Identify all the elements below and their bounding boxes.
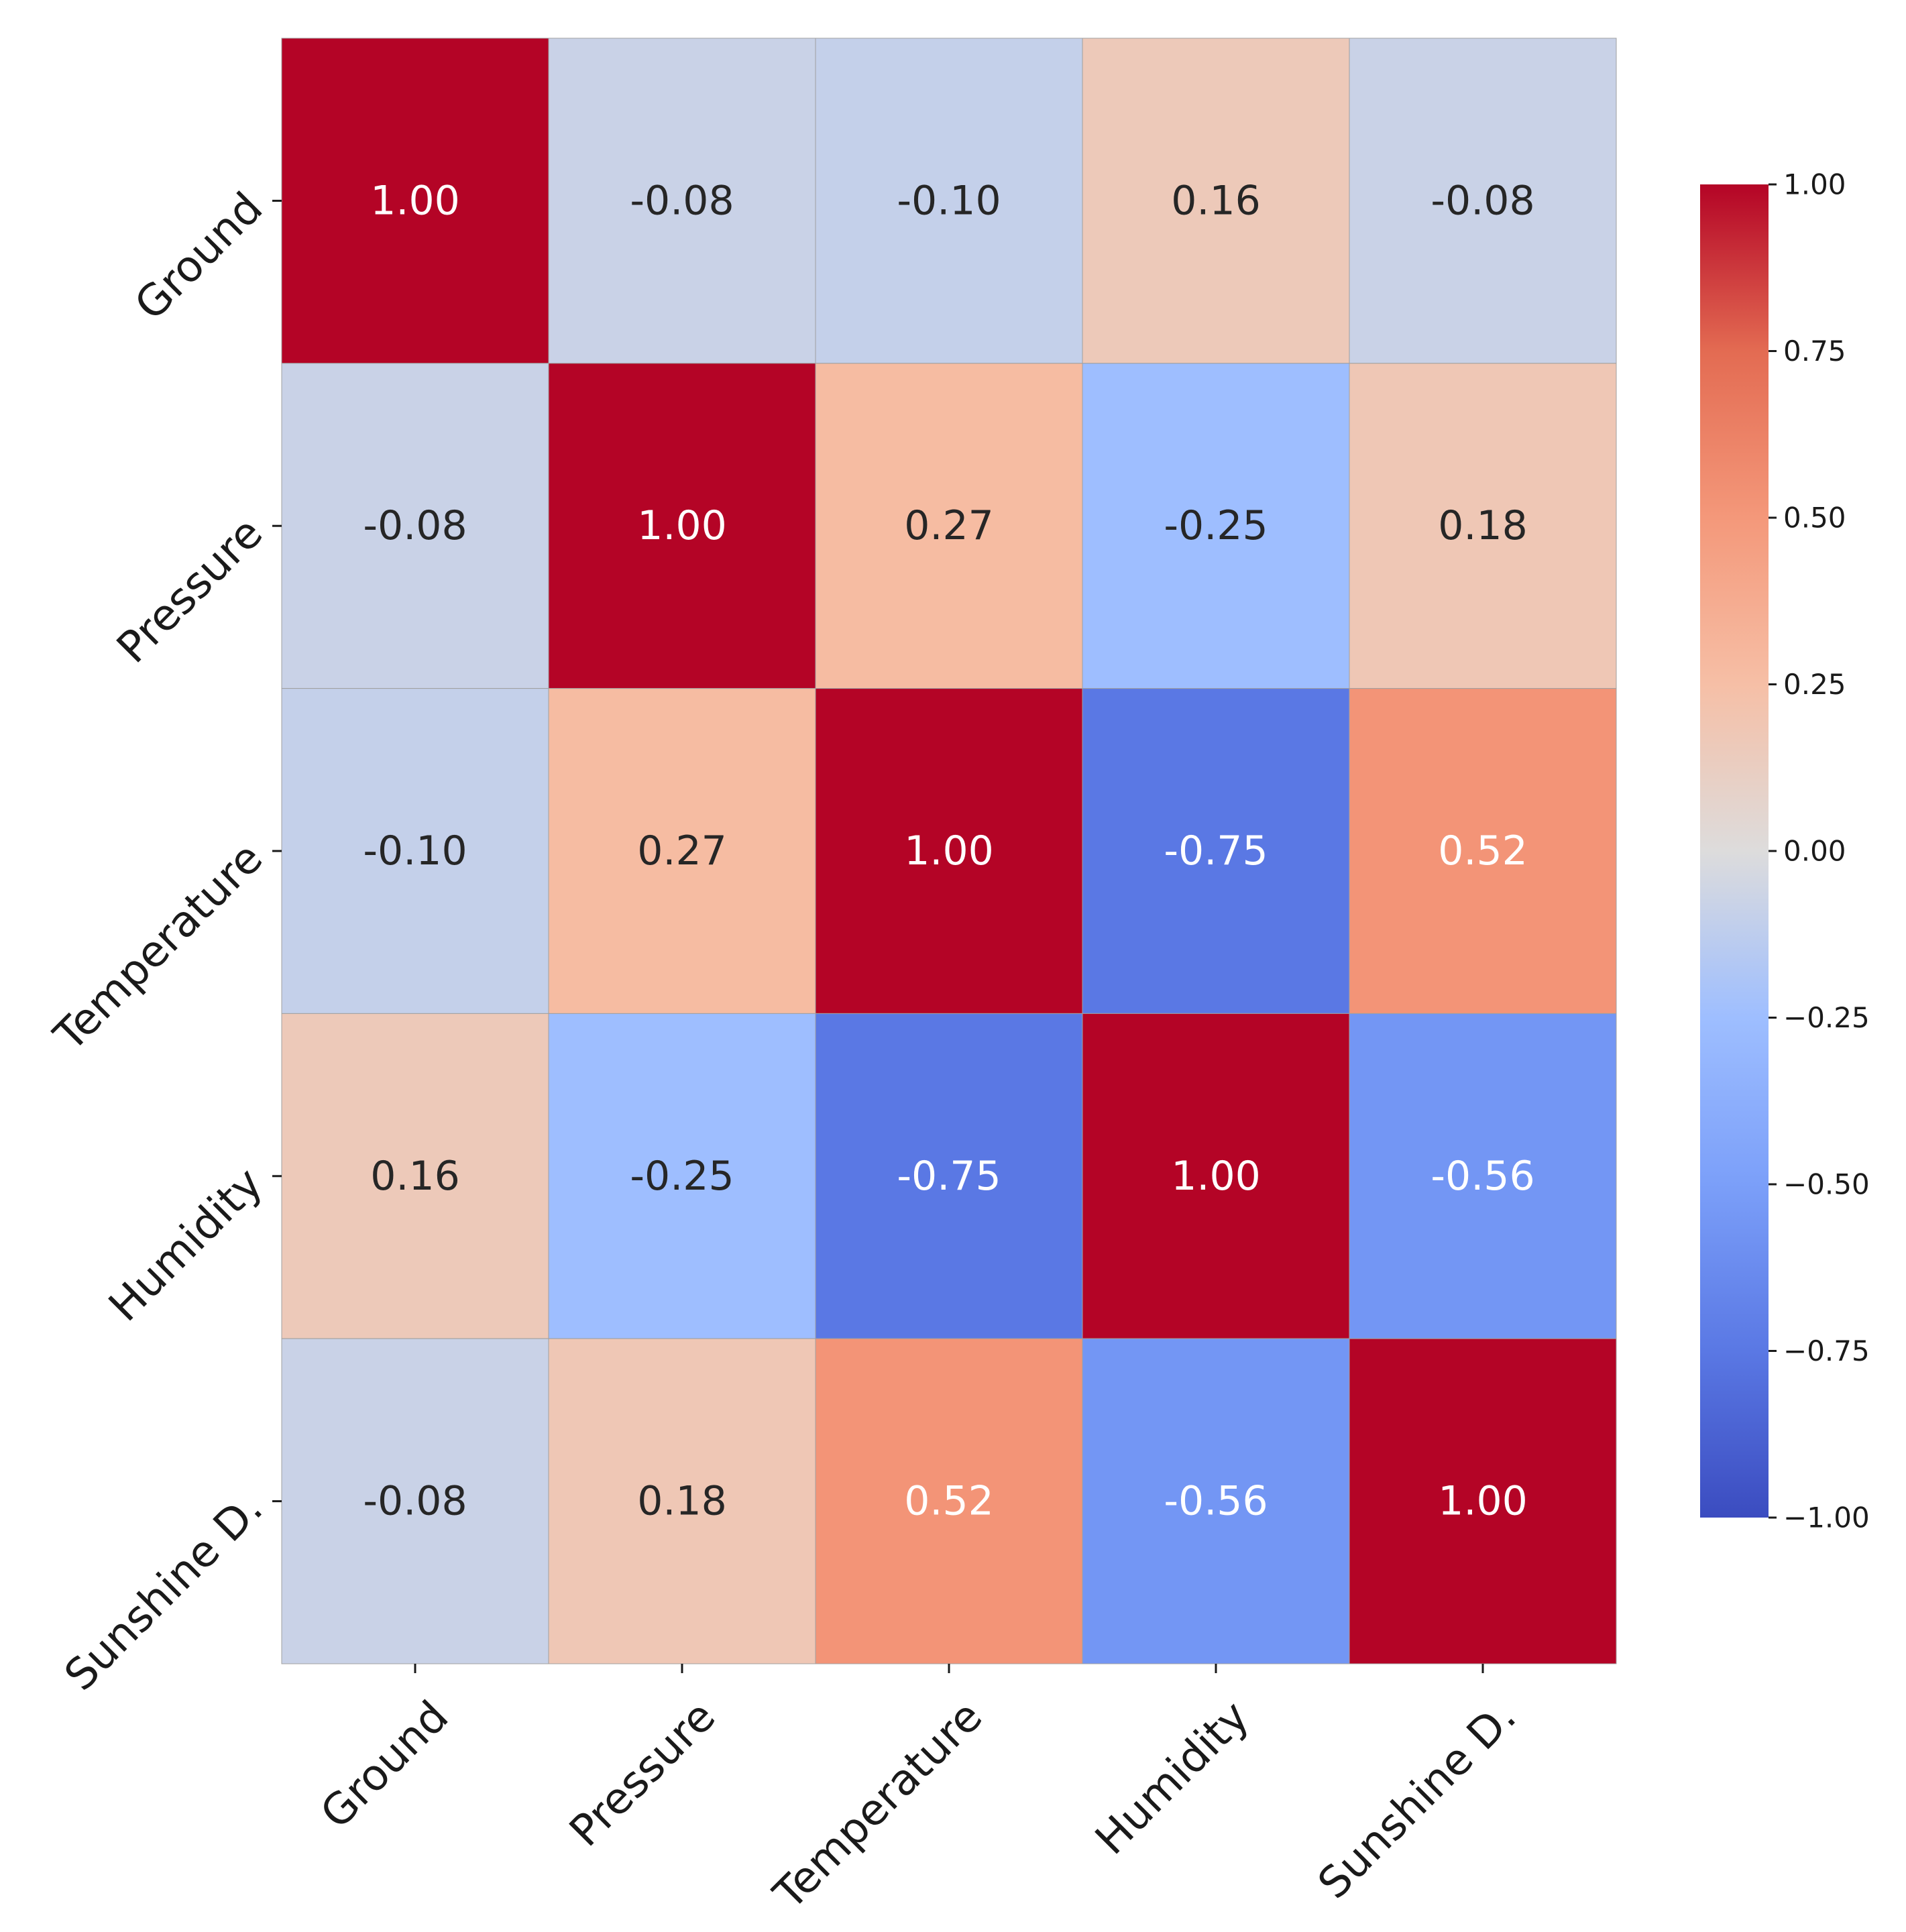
cell-value-label: 1.00 [637,502,727,549]
heatmap-cell [1349,1338,1617,1664]
cell-value-label: -0.08 [363,502,467,549]
heatmap-cell [548,1013,816,1339]
cell-value-label: -0.75 [897,1153,1001,1200]
x-tick-label: Sunshine D. [1309,1692,1526,1909]
colorbar-tick-label: −0.25 [1783,1001,1870,1034]
cell-value-label: 0.16 [370,1153,460,1200]
x-tick-label: Humidity [1086,1692,1259,1865]
heatmap-cell [815,363,1083,689]
cell-value-label: -0.08 [1431,177,1534,224]
heatmap-cell [1082,688,1350,1014]
colorbar-tick-label: −0.75 [1783,1334,1870,1367]
cell-value-label: 1.00 [1171,1153,1261,1200]
x-tick-label: Ground [311,1692,458,1839]
colorbar-tick-label: −1.00 [1783,1501,1870,1534]
heatmap-cell [1349,38,1617,364]
cell-value-label: -0.25 [630,1153,734,1200]
cell-value-label: 0.27 [637,828,727,874]
heatmap-cell [1349,1013,1617,1339]
heatmap-cell [281,38,549,364]
colorbar: 1.00 0.75 0.50 0.25 0.00 −0.25 −0.50 −0.75 −1.00 [1700,168,1870,1534]
x-tick-label: Temperature [764,1692,992,1920]
heatmap-cell [281,1338,549,1664]
cell-value-label: -0.56 [1431,1153,1534,1200]
y-tick-label: Ground [125,183,272,330]
heatmap-cell [1082,1013,1350,1339]
cell-value-label: -0.08 [363,1478,467,1525]
colorbar-tick-label: 0.75 [1783,335,1846,367]
y-tick-label: Temperature [44,834,272,1062]
heatmap-cell-labels: 1.00 -0.08 -0.10 0.16 -0.08 -0.08 1.00 0.27 -0.2… [363,177,1534,1524]
cell-value-label: 0.18 [1438,502,1528,549]
heatmap-cell [548,38,816,364]
cell-value-label: 0.52 [904,1478,994,1525]
heatmap-cell [1082,38,1350,364]
heatmap-cell [548,363,816,689]
heatmap-cell [281,1013,549,1339]
heatmap-cell [815,38,1083,364]
x-tick-label: Pressure [561,1692,726,1857]
cell-value-label: 1.00 [370,177,460,224]
y-axis: Ground Pressure Temperature Humidity Sunshin… [44,183,282,1701]
heatmap-cell [548,1338,816,1664]
heatmap-cell [1349,363,1617,689]
cell-value-label: 0.18 [637,1478,727,1525]
colorbar-gradient [1700,184,1769,1518]
heatmap-cells [281,38,1617,1664]
heatmap-cell [815,688,1083,1014]
colorbar-tick-label: 0.25 [1783,668,1846,701]
colorbar-tick-label: 0.00 [1783,835,1846,868]
colorbar-tick-label: 0.50 [1783,502,1846,534]
y-tick-label: Sunshine D. [56,1483,272,1700]
cell-value-label: -0.08 [630,177,734,224]
heatmap-cell [281,363,549,689]
cell-value-label: -0.25 [1164,502,1268,549]
heatmap-cell [815,1013,1083,1339]
y-tick-label: Pressure [108,508,273,673]
x-axis: Ground Pressure Temperature Humidity Sunshin… [311,1664,1526,1920]
cell-value-label: -0.10 [897,177,1001,224]
cell-value-label: 0.16 [1171,177,1261,224]
cell-value-label: -0.10 [363,828,467,874]
cell-value-label: 0.27 [904,502,994,549]
cell-value-label: -0.75 [1164,828,1268,874]
colorbar-tick-label: −0.50 [1783,1168,1870,1201]
colorbar-tick-label: 1.00 [1783,168,1846,201]
cell-value-label: -0.56 [1164,1478,1268,1525]
cell-value-label: 1.00 [1438,1478,1528,1525]
heatmap-cell [548,688,816,1014]
heatmap-cell [815,1338,1083,1664]
cell-value-label: 1.00 [904,828,994,874]
cell-value-label: 0.52 [1438,828,1528,874]
heatmap-cell [1349,688,1617,1014]
y-tick-label: Humidity [100,1159,273,1332]
